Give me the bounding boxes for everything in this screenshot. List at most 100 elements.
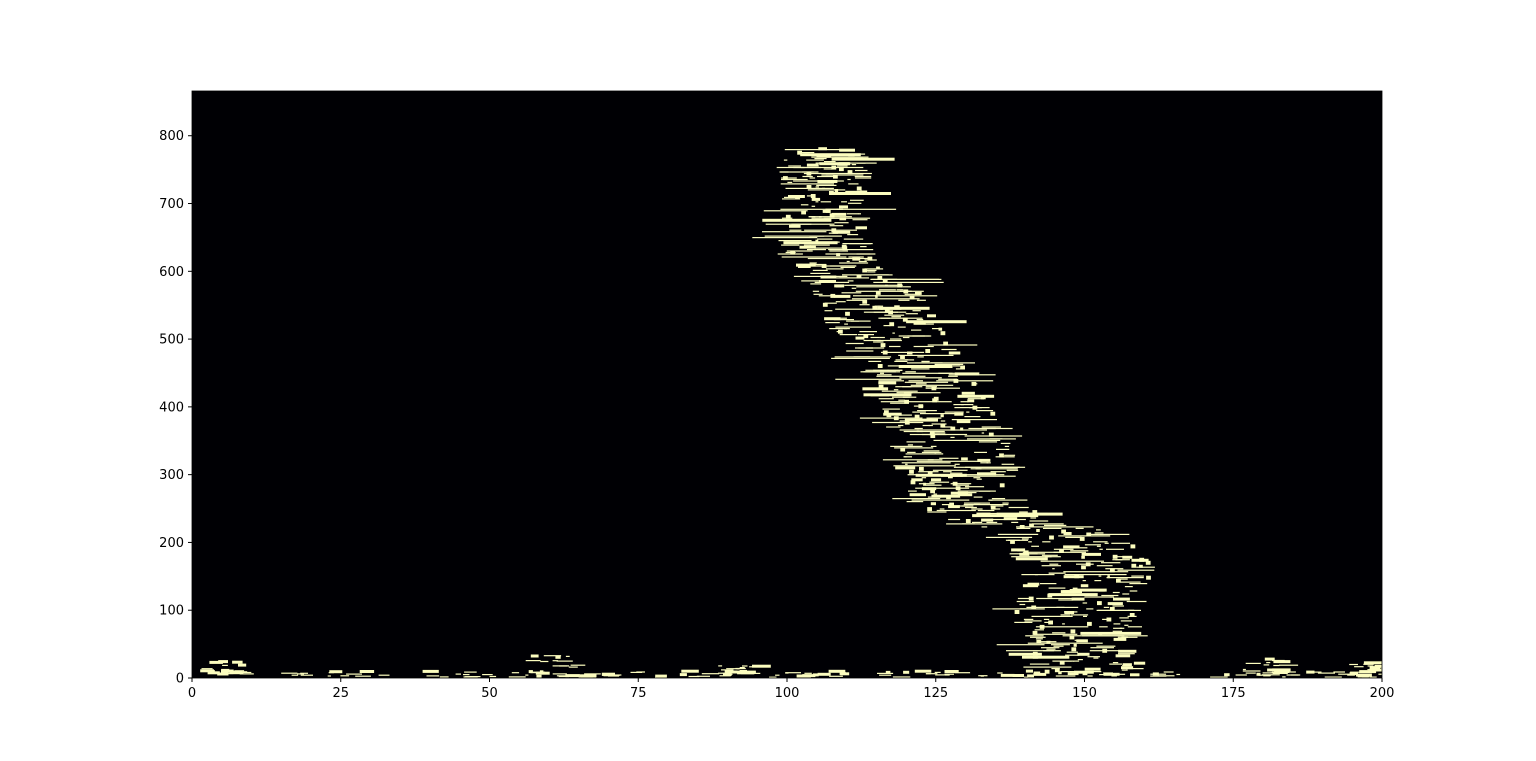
heatmap-cell xyxy=(900,355,905,359)
heatmap-cell xyxy=(1071,647,1077,652)
heatmap-cell xyxy=(990,471,1006,473)
heatmap-cell xyxy=(1062,623,1065,625)
heatmap-cell xyxy=(912,411,926,413)
heatmap-cell xyxy=(841,244,847,249)
heatmap-cell xyxy=(921,451,942,453)
heatmap-cell xyxy=(920,413,964,415)
heatmap-cell xyxy=(977,509,995,512)
heatmap-cell xyxy=(1157,675,1175,677)
heatmap-cell xyxy=(1042,541,1051,543)
x-tick-label: 50 xyxy=(481,686,498,701)
heatmap-cell xyxy=(207,671,220,675)
heatmap-cell xyxy=(1264,657,1275,661)
heatmap-cell xyxy=(565,655,570,657)
heatmap-cell xyxy=(876,266,880,270)
heatmap-cell xyxy=(961,391,975,395)
heatmap-cell xyxy=(936,509,976,512)
heatmap-cell xyxy=(806,185,812,189)
heatmap-cell xyxy=(867,271,876,273)
heatmap-cell xyxy=(1111,542,1130,544)
heatmap-cell xyxy=(781,244,800,246)
heatmap-cell xyxy=(439,676,449,678)
heatmap-cell xyxy=(764,235,825,237)
heatmap-cell xyxy=(852,298,920,300)
heatmap-cell xyxy=(897,326,906,328)
heatmap-cell xyxy=(843,238,864,240)
heatmap-cell xyxy=(239,673,254,675)
heatmap-cell xyxy=(482,674,493,676)
heatmap-cell xyxy=(559,665,568,667)
heatmap-cell xyxy=(1065,654,1080,656)
heatmap-cell xyxy=(797,241,804,243)
heatmap-cell xyxy=(1378,673,1382,675)
heatmap-cell xyxy=(1011,548,1026,552)
heatmap-cell xyxy=(825,208,831,213)
heatmap-cell xyxy=(893,465,956,467)
heatmap-cell xyxy=(927,507,932,512)
heatmap-cell xyxy=(1121,669,1128,671)
heatmap-cell xyxy=(883,325,891,327)
heatmap-cell xyxy=(782,198,801,200)
heatmap-cell xyxy=(841,292,862,294)
heatmap-cell xyxy=(810,272,831,274)
heatmap-cell xyxy=(910,480,916,485)
heatmap-cell xyxy=(221,669,234,673)
heatmap-cell xyxy=(986,521,998,523)
heatmap-cell xyxy=(300,674,313,676)
heatmap-cell xyxy=(814,158,827,160)
heatmap-cell xyxy=(1145,560,1151,565)
heatmap-cell xyxy=(340,675,350,677)
heatmap-cell xyxy=(1030,517,1037,519)
heatmap-cell xyxy=(878,398,894,400)
heatmap-cell xyxy=(940,423,946,428)
heatmap-cell xyxy=(1103,672,1113,674)
heatmap-cell xyxy=(931,494,961,498)
heatmap-cell xyxy=(839,148,855,152)
heatmap-cell xyxy=(855,290,924,292)
heatmap-cell xyxy=(834,284,845,288)
heatmap-cell xyxy=(818,172,872,175)
heatmap-cell xyxy=(929,431,935,436)
heatmap-cell xyxy=(824,310,833,312)
y-tick-label: 800 xyxy=(159,129,184,144)
heatmap-cell xyxy=(528,670,533,674)
heatmap-cell xyxy=(1150,673,1167,675)
heatmap-cell xyxy=(909,295,915,300)
heatmap-cell xyxy=(927,511,947,513)
x-tick-label: 100 xyxy=(775,686,800,701)
heatmap-cell xyxy=(859,331,877,333)
heatmap-cell xyxy=(918,471,939,473)
heatmap-cell xyxy=(1030,636,1046,638)
heatmap-cell xyxy=(811,205,816,207)
heatmap-cell xyxy=(1023,676,1029,678)
heatmap-cell xyxy=(1034,574,1038,576)
heatmap-cell xyxy=(927,314,936,318)
heatmap-cell xyxy=(1049,535,1054,540)
heatmap-cell xyxy=(1109,607,1115,611)
heatmap-cell xyxy=(933,439,1001,441)
heatmap-cell xyxy=(1115,559,1123,561)
heatmap-cell xyxy=(1044,524,1067,526)
heatmap-cell xyxy=(578,676,597,678)
heatmap-cell xyxy=(905,371,916,373)
heatmap-cell xyxy=(908,490,917,492)
heatmap-cell xyxy=(815,162,830,164)
heatmap-cell xyxy=(552,673,567,675)
heatmap-cell xyxy=(791,223,812,225)
heatmap-cell xyxy=(230,671,252,674)
heatmap-cell xyxy=(781,178,808,181)
heatmap-cell xyxy=(1027,582,1040,586)
heatmap-cell xyxy=(844,323,848,325)
heatmap-cell xyxy=(1011,556,1061,558)
heatmap-cell xyxy=(877,374,892,376)
heatmap-cell xyxy=(877,276,883,280)
heatmap-cell xyxy=(1074,574,1080,579)
heatmap-cell xyxy=(785,214,791,219)
heatmap-cell xyxy=(880,372,884,374)
heatmap-cell xyxy=(882,408,900,410)
heatmap-cell xyxy=(552,660,558,662)
heatmap-cell xyxy=(960,492,977,494)
heatmap-cell xyxy=(1070,629,1076,634)
heatmap-cell xyxy=(803,152,815,154)
y-tick-label: 200 xyxy=(159,536,184,551)
